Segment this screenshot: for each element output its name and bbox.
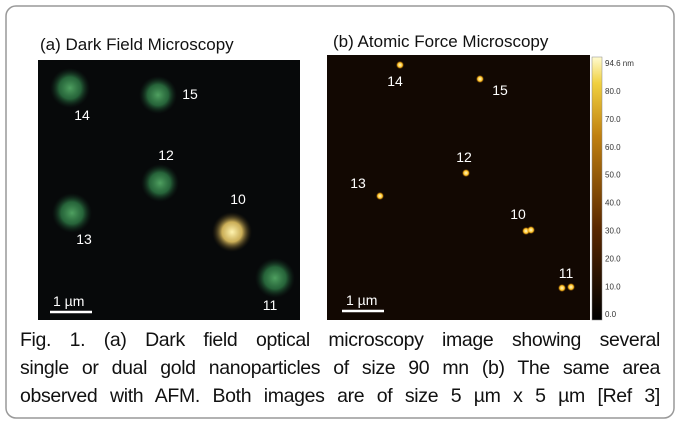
particle-glow: [50, 68, 90, 108]
colorbar-label: 0.0: [605, 310, 617, 319]
scale-bar-label: 1 µm: [53, 293, 84, 309]
particle-label: 11: [263, 297, 278, 313]
particle-label: 12: [158, 147, 174, 163]
caption-line: Fig. 1. (a) Dark field optical microscop…: [20, 326, 660, 354]
particle-glow: [52, 193, 92, 233]
caption-line: single or dual gold nanoparticles of siz…: [20, 354, 660, 382]
particle-dot: [527, 226, 535, 234]
colorbar-label: 10.0: [605, 282, 621, 291]
colorbar-label: 20.0: [605, 254, 621, 263]
particle-dot: [462, 169, 470, 177]
particle-dot: [396, 61, 404, 69]
panel-title: (a) Dark Field Microscopy: [40, 35, 234, 54]
caption-line: observed with AFM. Both images are of si…: [20, 382, 660, 410]
colorbar-label: 60.0: [605, 143, 621, 152]
particle-glow: [212, 212, 252, 252]
particle-dot: [476, 75, 484, 83]
colorbar-label: 40.0: [605, 199, 621, 208]
figure: (a) Dark Field Microscopy (b) Atomic For…: [0, 0, 680, 424]
colorbar: [592, 57, 602, 320]
particle-label: 15: [182, 86, 198, 102]
particle-label: 14: [387, 73, 403, 89]
particle-glow: [141, 164, 179, 202]
colorbar-label: 30.0: [605, 227, 621, 236]
particle-dot: [567, 283, 575, 291]
particle-dot: [376, 192, 384, 200]
colorbar-label: 80.0: [605, 87, 621, 96]
particle-glow: [255, 258, 295, 298]
particle-label: 14: [74, 107, 90, 123]
colorbar-label: 50.0: [605, 171, 621, 180]
particle-label: 13: [76, 231, 92, 247]
afm-image: [327, 55, 590, 320]
caption: Fig. 1. (a) Dark field optical microscop…: [20, 326, 660, 410]
colorbar-label: 70.0: [605, 115, 621, 124]
particle-label: 12: [456, 149, 472, 165]
particle-dot: [558, 284, 566, 292]
panel-title: (b) Atomic Force Microscopy: [333, 32, 549, 51]
particle-label: 10: [230, 191, 246, 207]
particle-label: 11: [559, 265, 574, 281]
particle-label: 10: [510, 206, 526, 222]
particle-label: 13: [350, 175, 366, 191]
scale-bar-label: 1 µm: [346, 292, 377, 308]
particle-glow: [139, 76, 177, 114]
colorbar-label: 94.6 nm: [605, 59, 634, 68]
particle-label: 15: [492, 82, 508, 98]
